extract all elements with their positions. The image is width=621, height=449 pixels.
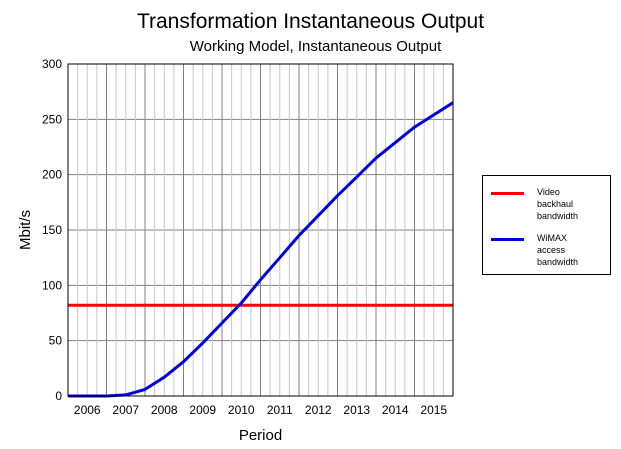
- legend-item-wimax: WiMAX access bandwidth: [491, 232, 597, 268]
- series-lines: [68, 101, 454, 398]
- x-tick-labels: 2006 2007 2008 2009 2010 2011 2012 2013 2014 2015: [74, 403, 448, 417]
- y-tick-label: 0: [55, 389, 62, 403]
- legend-item-video: Video backhaul bandwidth: [491, 186, 597, 222]
- x-tick-label: 2007: [112, 403, 139, 417]
- y-tick-label: 300: [42, 57, 62, 71]
- legend-swatch-video: [491, 192, 524, 195]
- chart-legend: Video backhaul bandwidth WiMAX access ba…: [482, 175, 611, 275]
- x-tick-label: 2010: [228, 403, 255, 417]
- x-tick-label: 2012: [305, 403, 332, 417]
- legend-label-video: Video backhaul bandwidth: [537, 187, 579, 221]
- x-tick-label: 2015: [420, 403, 447, 417]
- y-tick-labels: 0 50 100 150 200 250 300: [42, 57, 62, 403]
- x-tick-label: 2013: [343, 403, 370, 417]
- y-axis-title: Mbit/s: [17, 210, 34, 250]
- legend-label-wimax: WiMAX access bandwidth: [537, 233, 579, 267]
- x-tick-label: 2009: [189, 403, 216, 417]
- y-tick-label: 100: [42, 278, 62, 292]
- y-tick-label: 50: [49, 334, 63, 348]
- grid-lines: [67, 63, 454, 397]
- y-tick-label: 200: [42, 168, 62, 182]
- x-tick-label: 2011: [267, 403, 293, 417]
- x-tick-label: 2008: [151, 403, 178, 417]
- chart-subtitle: Working Model, Instantaneous Output: [189, 38, 442, 55]
- x-axis-title: Period: [239, 427, 282, 444]
- y-tick-label: 250: [42, 112, 62, 126]
- x-tick-label: 2006: [74, 403, 101, 417]
- series-line-1: [68, 101, 454, 398]
- legend-swatch-wimax: [491, 238, 524, 241]
- x-tick-label: 2014: [382, 403, 409, 417]
- plot-area-frame: [67, 63, 454, 397]
- y-tick-label: 150: [42, 223, 62, 237]
- chart-title: Transformation Instantaneous Output: [136, 10, 485, 33]
